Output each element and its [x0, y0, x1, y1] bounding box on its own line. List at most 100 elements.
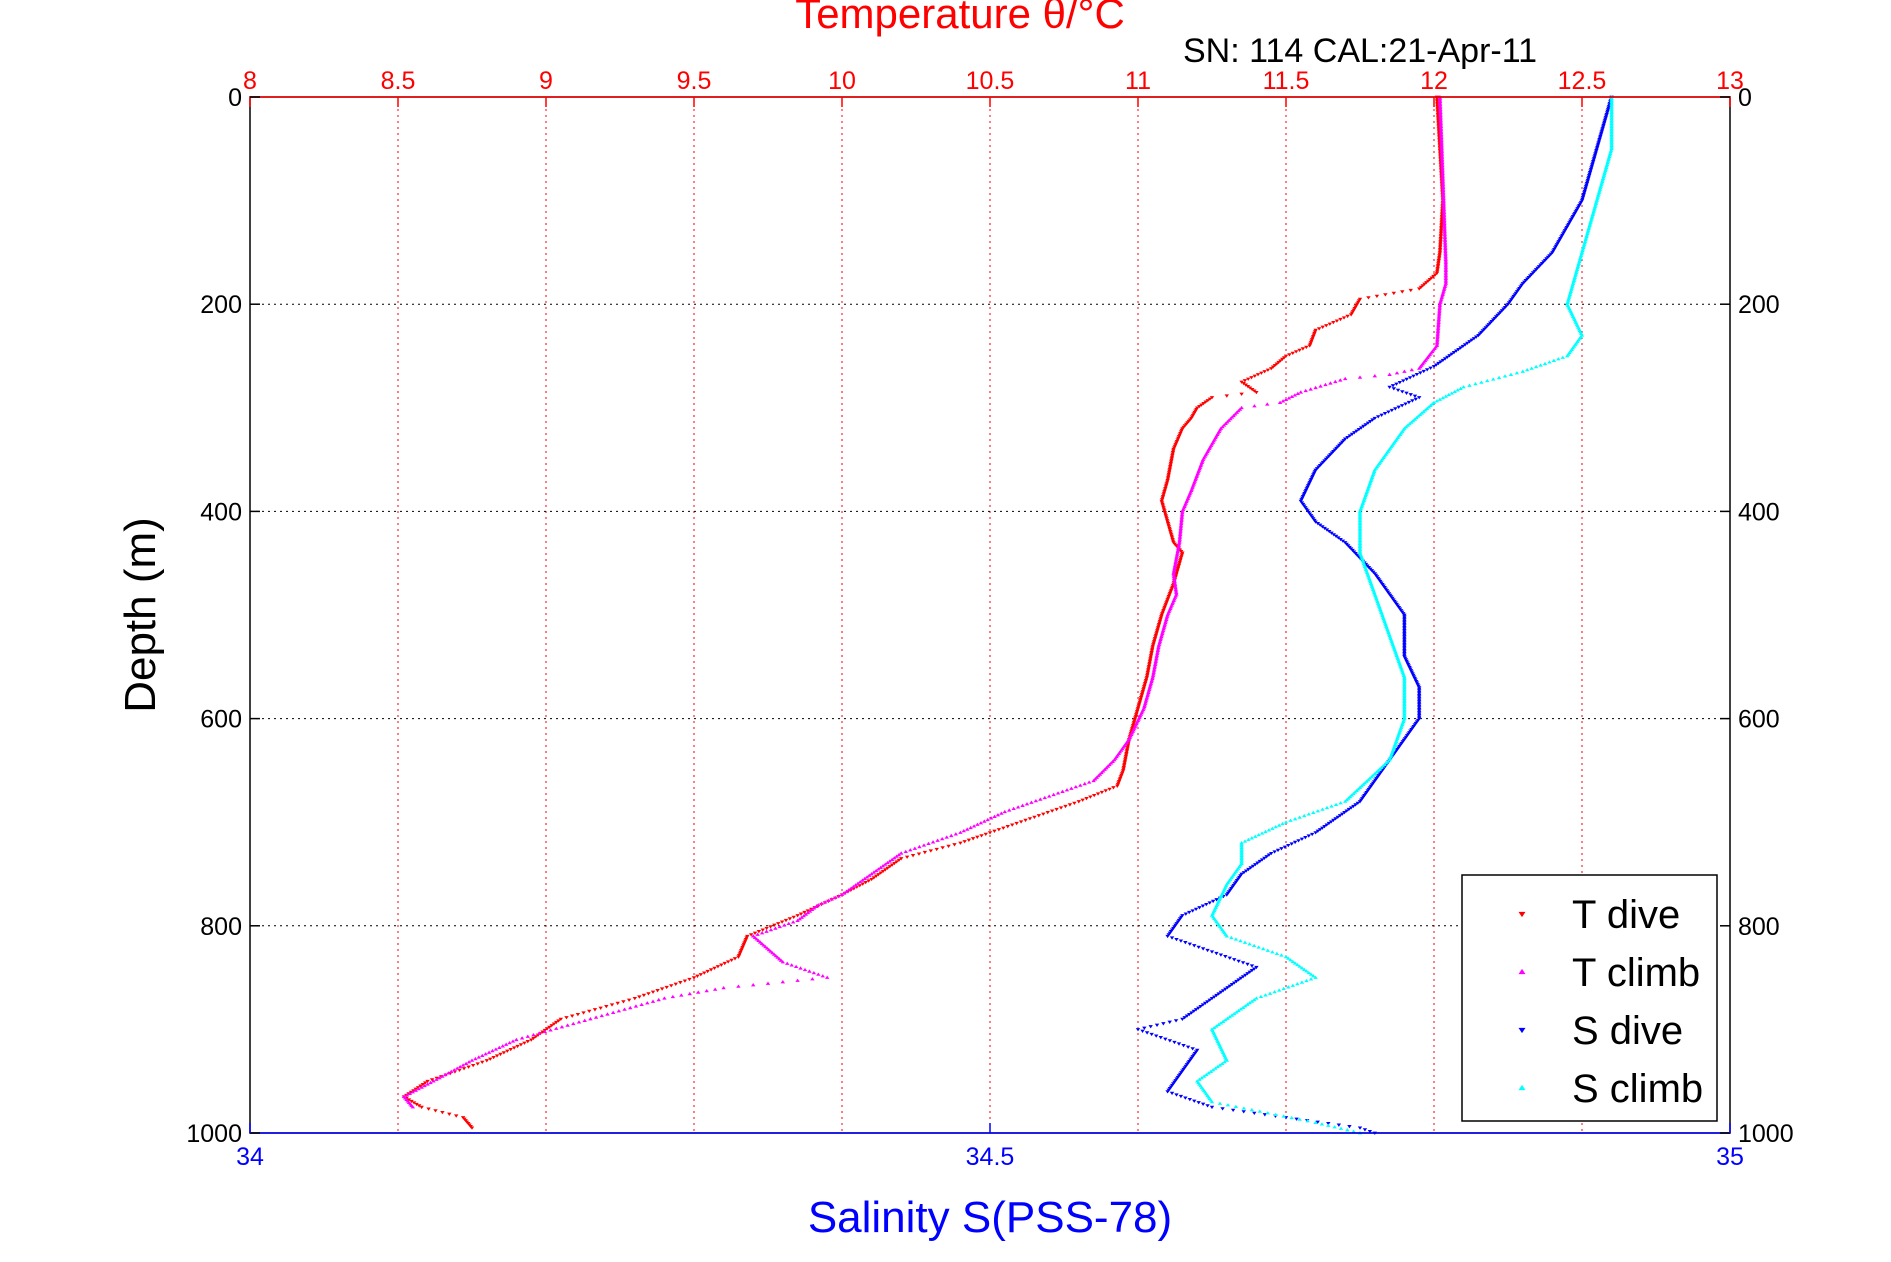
point-s-dive — [1165, 934, 1170, 939]
point-t-climb — [1178, 526, 1183, 530]
point-t-climb — [443, 1072, 448, 1077]
point-t-dive — [461, 1067, 467, 1071]
point-s-climb — [1586, 228, 1591, 232]
point-t-climb — [1151, 668, 1157, 673]
point-t-climb — [1176, 542, 1182, 546]
point-t-climb — [958, 830, 963, 834]
point-s-climb — [1288, 958, 1293, 962]
point-t-climb — [1172, 581, 1178, 585]
point-t-dive — [1088, 795, 1093, 799]
point-s-dive — [1471, 337, 1477, 341]
point-s-climb — [1605, 160, 1610, 165]
point-t-dive — [501, 1051, 507, 1055]
point-s-dive — [1259, 858, 1265, 862]
point-t-climb — [1178, 531, 1183, 535]
point-s-dive — [1352, 431, 1357, 435]
point-t-climb — [1173, 589, 1179, 593]
point-s-climb — [1608, 149, 1613, 154]
depth-tick-label-right: 800 — [1738, 913, 1780, 941]
point-s-dive — [1361, 424, 1366, 429]
point-t-dive — [1080, 798, 1085, 802]
point-t-climb — [633, 1004, 639, 1008]
point-t-climb — [1159, 634, 1164, 639]
point-s-climb — [1283, 954, 1289, 959]
point-t-climb — [1171, 574, 1177, 579]
point-t-dive — [1091, 793, 1097, 798]
point-s-climb — [1479, 380, 1484, 384]
point-s-dive — [1340, 812, 1345, 816]
point-t-climb — [773, 953, 779, 958]
point-t-climb — [1174, 554, 1179, 558]
point-s-dive — [1266, 853, 1272, 857]
point-s-climb — [1569, 288, 1574, 292]
point-t-climb — [754, 937, 759, 941]
point-s-climb — [1602, 171, 1607, 176]
point-t-climb — [599, 1013, 604, 1018]
point-s-climb — [1242, 940, 1248, 944]
point-s-climb — [1229, 935, 1234, 940]
point-s-dive — [1387, 385, 1392, 390]
point-t-dive — [522, 1041, 527, 1045]
point-s-dive — [1223, 987, 1228, 991]
point-s-dive — [1431, 365, 1437, 369]
point-s-dive — [1214, 993, 1219, 998]
point-s-dive — [1193, 1008, 1199, 1012]
point-t-climb — [476, 1055, 482, 1059]
point-s-dive — [1320, 525, 1325, 529]
grid-lines — [250, 97, 1730, 1133]
point-t-climb — [1175, 549, 1180, 554]
point-s-climb — [1599, 182, 1604, 187]
point-s-climb — [1299, 966, 1305, 970]
point-t-climb — [985, 817, 990, 822]
point-s-dive — [1207, 998, 1212, 1002]
point-s-climb — [1292, 961, 1298, 965]
point-s-climb — [1566, 295, 1572, 300]
point-s-climb — [1251, 943, 1257, 948]
point-t-climb — [1153, 661, 1158, 665]
point-t-dive — [802, 910, 807, 915]
point-t-climb — [1180, 509, 1185, 513]
point-t-climb — [1174, 556, 1179, 560]
point-t-dive — [896, 858, 902, 863]
point-t-climb — [1409, 368, 1414, 372]
point-s-dive — [1200, 1003, 1206, 1007]
point-t-climb — [422, 1083, 427, 1088]
point-t-dive — [719, 963, 724, 967]
point-s-dive — [1340, 539, 1346, 543]
point-s-dive — [1227, 984, 1232, 988]
point-t-dive — [1209, 396, 1215, 400]
point-s-dive — [1193, 907, 1199, 912]
point-t-climb — [811, 906, 817, 910]
point-s-climb — [1315, 809, 1321, 813]
point-t-dive — [411, 1089, 416, 1093]
point-s-dive — [1214, 898, 1219, 902]
point-s-climb — [1574, 267, 1580, 271]
point-t-dive — [887, 865, 893, 869]
point-s-climb — [1197, 1077, 1202, 1081]
point-t-climb — [949, 833, 954, 838]
point-t-climb — [766, 947, 772, 952]
point-s-dive — [1245, 962, 1250, 967]
point-t-dive — [922, 850, 928, 855]
point-t-dive — [1001, 826, 1006, 830]
point-t-climb — [1435, 335, 1440, 340]
point-s-climb — [1598, 184, 1604, 188]
point-t-climb — [1435, 326, 1441, 331]
point-s-climb — [1595, 197, 1600, 201]
point-s-climb — [1608, 151, 1613, 155]
point-s-climb — [1283, 820, 1289, 824]
point-s-climb — [1274, 951, 1280, 956]
point-t-climb — [1147, 687, 1152, 691]
point-t-dive — [1103, 789, 1108, 793]
point-s-climb — [1263, 829, 1268, 834]
point-t-climb — [844, 889, 849, 893]
point-s-climb — [1313, 1120, 1318, 1124]
point-s-climb — [1446, 392, 1451, 397]
point-t-climb — [876, 867, 881, 871]
point-s-climb — [1573, 272, 1578, 276]
point-s-climb — [1578, 256, 1583, 260]
point-s-climb — [1582, 242, 1587, 246]
point-t-climb — [1172, 577, 1177, 582]
point-s-dive — [1315, 1120, 1320, 1124]
